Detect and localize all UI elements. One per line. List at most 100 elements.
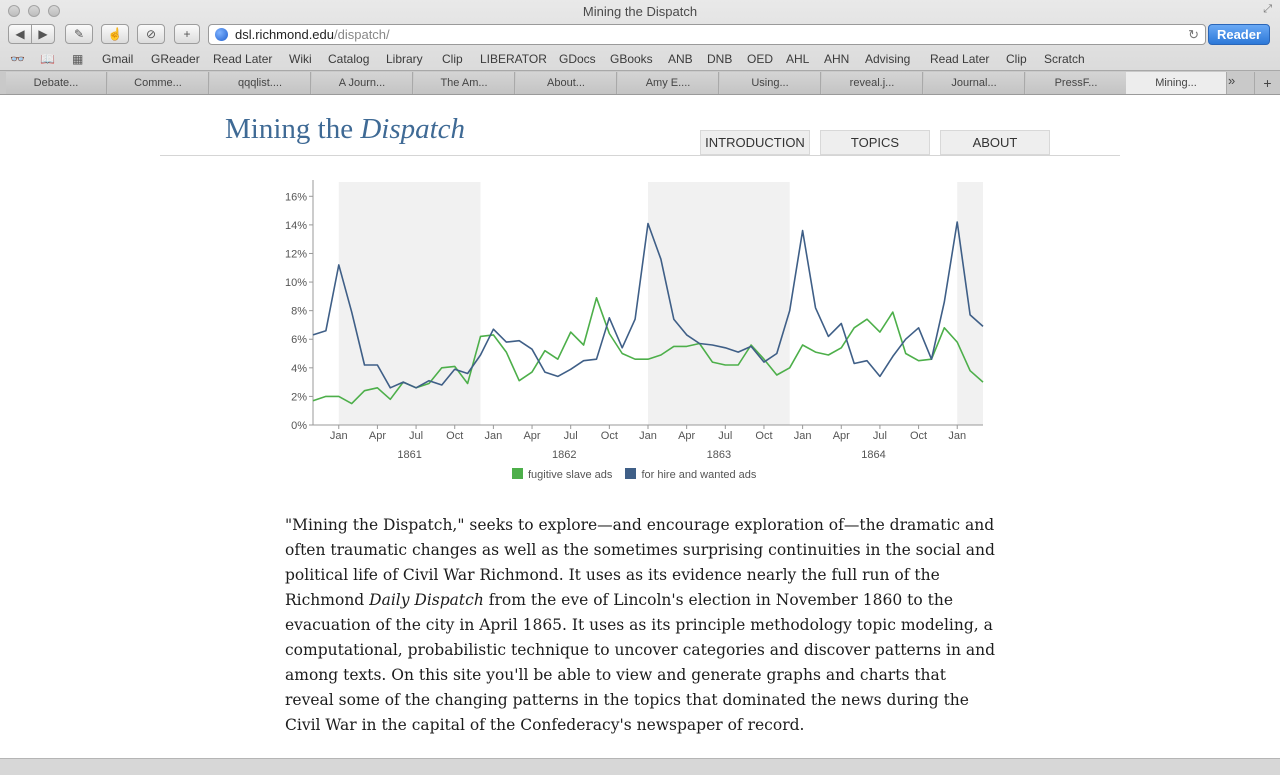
more-tabs-icon[interactable]: » (1228, 73, 1236, 88)
top-sites-grid-icon[interactable]: ▦ (72, 52, 84, 66)
shaded-year-bands (338, 182, 983, 425)
x-axis: Jan Apr Jul Oct Jan Apr Jul Oct Jan Apr Jul Oct Jan A… (313, 424, 983, 461)
toolbar: ◀ ▶ ✎ ☝ ⊘ + dsl.richmond.edu/dispatch/ ↻… (0, 22, 1280, 48)
x-tick-label: Apr (833, 430, 850, 442)
legend-label: fugitive slave ads (528, 469, 613, 481)
bookmark-item[interactable]: Gmail (102, 52, 134, 66)
x-tick-label: Jan (639, 430, 657, 442)
x-tick-label: Jan (794, 430, 812, 442)
bookmark-item[interactable]: Advising (865, 52, 911, 66)
bookmark-item[interactable]: LIBERATOR (480, 52, 547, 66)
bookmark-item[interactable]: Scratch (1044, 52, 1085, 66)
bookmark-item[interactable]: AHN (824, 52, 850, 66)
y-tick-label: 2% (291, 391, 307, 403)
y-tick-label: 12% (285, 248, 307, 260)
intro-paragraph: "Mining the Dispatch," seeks to explore—… (285, 513, 997, 738)
globe-icon (215, 28, 228, 41)
browser-tab[interactable]: qqqlist.... (210, 72, 311, 94)
series-line-for-hire-and-wanted-ads (312, 221, 984, 389)
nav-tab-about[interactable]: ABOUT (940, 130, 1050, 155)
browser-tab[interactable]: Amy E.... (618, 72, 719, 94)
site-title-italic: Dispatch (360, 113, 466, 145)
x-tick-label: Jul (564, 430, 578, 442)
bookmark-item[interactable]: GReader (151, 52, 200, 66)
x-year-label: 1862 (552, 449, 576, 461)
browser-tab[interactable]: Journal... (924, 72, 1025, 94)
browser-tab[interactable]: PressF... (1026, 72, 1127, 94)
x-tick-label: Jul (409, 430, 423, 442)
bookmark-item[interactable]: Clip (442, 52, 463, 66)
y-tick-label: 16% (285, 191, 307, 203)
reading-list-icon[interactable]: 👓 (10, 52, 25, 66)
url-text[interactable]: dsl.richmond.edu/dispatch/ (235, 25, 390, 44)
shaded-band (957, 182, 983, 425)
nav-tab-introduction[interactable]: INTRODUCTION (700, 130, 810, 155)
block-button[interactable]: ⊘ (137, 24, 165, 44)
browser-tab[interactable]: Debate... (6, 72, 107, 94)
x-tick-label: Jan (485, 430, 503, 442)
site-title-plain: Mining the (225, 113, 361, 145)
back-arrow-icon: ◀ (15, 27, 25, 41)
bookmarks-book-icon[interactable]: 📖 (40, 52, 55, 66)
fullscreen-icon[interactable]: ⤢ (1263, 3, 1272, 15)
browser-tab[interactable]: The Am... (414, 72, 515, 94)
series-line-fugitive-slave-ads (312, 297, 984, 405)
y-tick-label: 8% (291, 306, 307, 318)
bookmark-item[interactable]: Clip (1006, 52, 1027, 66)
forward-button[interactable]: ▶ (31, 24, 55, 44)
bookmark-item[interactable]: AHL (786, 52, 810, 66)
y-tick-label: 14% (285, 220, 307, 232)
shaded-band (648, 182, 790, 425)
nav-tab-topics[interactable]: TOPICS (820, 130, 930, 155)
window-title: Mining the Dispatch (582, 4, 698, 19)
bookmark-item[interactable]: Library (386, 52, 423, 66)
bookmark-item[interactable]: ANB (668, 52, 693, 66)
bookmark-item[interactable]: GBooks (610, 52, 653, 66)
minimize-window-button[interactable] (28, 5, 40, 17)
browser-tab[interactable]: About... (516, 72, 617, 94)
x-tick-label: Apr (523, 430, 540, 442)
intro-text: from the eve of Lincoln's election in No… (285, 591, 996, 734)
bookmark-item[interactable]: Read Later (213, 52, 273, 66)
x-tick-label: Apr (678, 430, 695, 442)
legend-swatch-green (512, 468, 523, 479)
block-icon: ⊘ (145, 27, 157, 41)
bookmark-item[interactable]: GDocs (559, 52, 596, 66)
chart-legend: fugitive slave ads for hire and wanted a… (512, 468, 756, 481)
legend-swatch-blue (625, 468, 637, 479)
reload-icon[interactable]: ↻ (1188, 27, 1199, 42)
browser-tab[interactable]: Using... (720, 72, 821, 94)
browser-chrome: Mining the Dispatch ⤢ ◀ ▶ ✎ ☝ ⊘ + dsl.ri… (0, 0, 1280, 95)
browser-tab[interactable]: Comme... (108, 72, 209, 94)
bookmark-item[interactable]: OED (747, 52, 774, 66)
bookmark-item[interactable]: Catalog (328, 52, 370, 66)
legend-item[interactable]: for hire and wanted ads (625, 468, 756, 481)
plus-icon: + (183, 27, 191, 41)
shaded-band (338, 182, 481, 425)
intro-text: "Mining the Dispatch," seeks to explore—… (285, 516, 995, 609)
reader-button[interactable]: Reader (1208, 24, 1270, 45)
bookmark-item[interactable]: DNB (707, 52, 733, 66)
x-tick-label: Jul (718, 430, 732, 442)
site-title[interactable]: Mining the Dispatch (225, 113, 465, 146)
tools-button[interactable]: ✎ (65, 24, 93, 44)
x-tick-label: Oct (601, 430, 618, 442)
back-button[interactable]: ◀ (8, 24, 32, 44)
zoom-window-button[interactable] (48, 5, 60, 17)
browser-tab[interactable]: reveal.j... (822, 72, 923, 94)
y-axis: 0% 2% 4% 6% 8% 10% 12% 14% 16% (285, 180, 314, 432)
close-window-button[interactable] (8, 5, 20, 17)
address-bar[interactable]: dsl.richmond.edu/dispatch/ ↻ (208, 24, 1206, 45)
new-tab-button[interactable]: + (1254, 72, 1280, 94)
forward-arrow-icon: ▶ (38, 27, 48, 41)
browser-tab[interactable]: A Journ... (312, 72, 413, 94)
y-tick-label: 4% (291, 363, 307, 375)
legend-item[interactable]: fugitive slave ads (512, 468, 613, 481)
x-year-label: 1861 (397, 449, 421, 461)
bookmark-item[interactable]: Wiki (289, 52, 312, 66)
extension-button[interactable]: ☝ (101, 24, 129, 44)
tools-icon: ✎ (73, 27, 85, 41)
add-bookmark-button[interactable]: + (174, 24, 200, 44)
browser-tab-active[interactable]: Mining... (1126, 72, 1227, 94)
bookmark-item[interactable]: Read Later (930, 52, 990, 66)
